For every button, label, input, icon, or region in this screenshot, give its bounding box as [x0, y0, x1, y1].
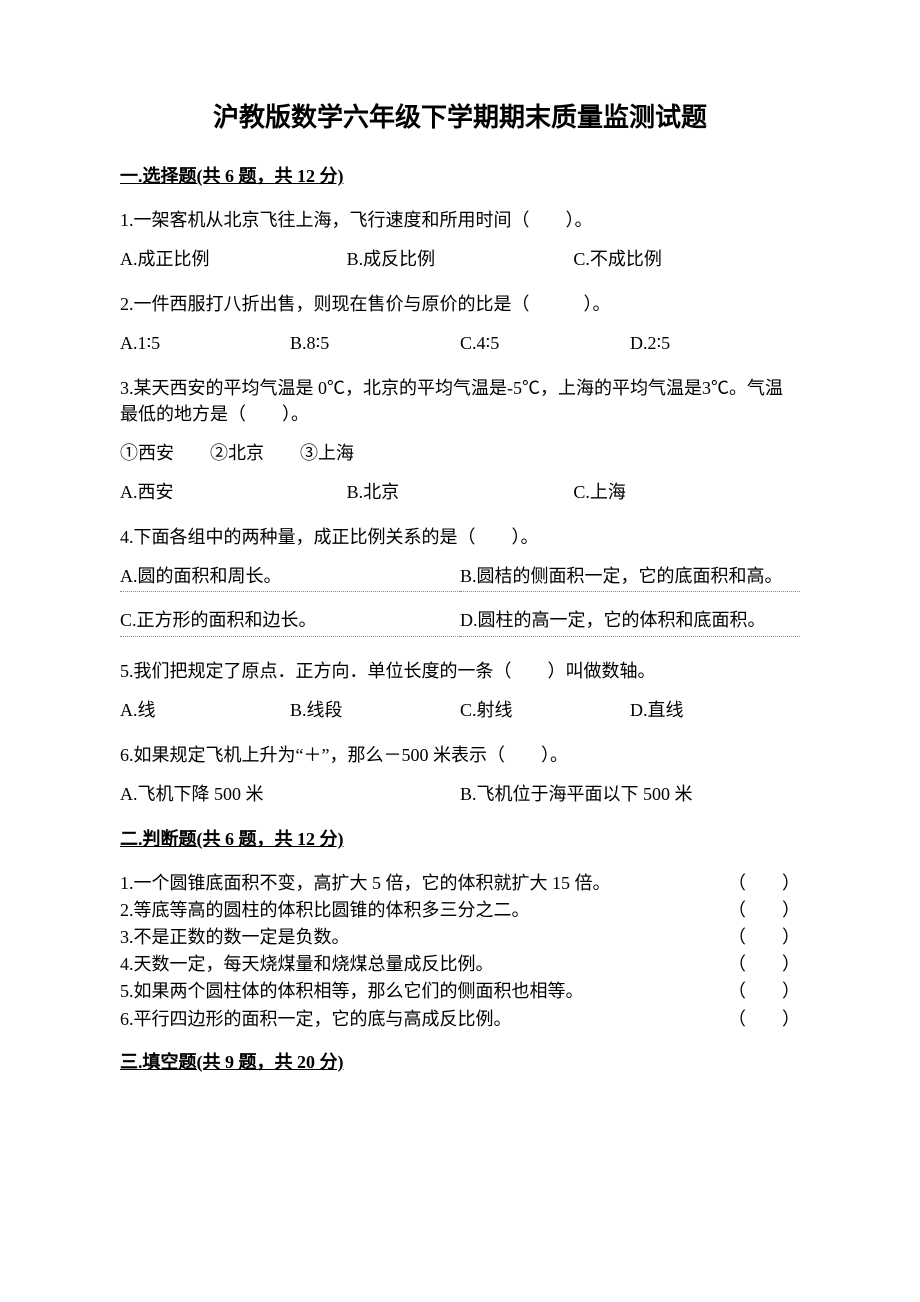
tf-4: 4.天数一定，每天烧煤量和烧煤总量成反比例。 （ ）: [120, 952, 800, 977]
question-5-options: A.线 B.线段 C.射线 D.直线: [120, 698, 800, 723]
tf-5-text: 5.如果两个圆柱体的体积相等，那么它们的侧面积也相等。: [120, 979, 584, 1004]
tf-6-text: 6.平行四边形的面积一定，它的底与高成反比例。: [120, 1007, 512, 1032]
section-1-header: 一.选择题(共 6 题，共 12 分): [120, 164, 800, 189]
tf-5-bracket: （ ）: [728, 979, 800, 1004]
question-4-options: A.圆的面积和周长。 B.圆桔的侧面积一定，它的底面积和高。 C.正方形的面积和…: [120, 550, 800, 638]
question-4: 4.下面各组中的两种量，成正比例关系的是（ ）。 A.圆的面积和周长。 B.圆桔…: [120, 525, 800, 639]
question-5-stem: 5.我们把规定了原点．正方向．单位长度的一条（ ）叫做数轴。: [120, 659, 800, 684]
question-3-subchoices: ①西安 ②北京 ③上海: [120, 441, 800, 466]
question-6-options: A.飞机下降 500 米 B.飞机位于海平面以下 500 米: [120, 782, 800, 807]
q3-option-a: A.西安: [120, 480, 347, 505]
q4-option-a: A.圆的面积和周长。: [120, 550, 460, 592]
tf-1-text: 1.一个圆锥底面积不变，高扩大 5 倍，它的体积就扩大 15 倍。: [120, 871, 611, 896]
q6-option-b: B.飞机位于海平面以下 500 米: [460, 782, 800, 807]
tf-1-bracket: （ ）: [728, 871, 800, 896]
tf-4-text: 4.天数一定，每天烧煤量和烧煤总量成反比例。: [120, 952, 494, 977]
tf-3-text: 3.不是正数的数一定是负数。: [120, 925, 350, 950]
tf-5: 5.如果两个圆柱体的体积相等，那么它们的侧面积也相等。 （ ）: [120, 979, 800, 1004]
q6-option-a: A.飞机下降 500 米: [120, 782, 460, 807]
tf-4-bracket: （ ）: [728, 952, 800, 977]
section-3-header: 三.填空题(共 9 题，共 20 分): [120, 1050, 800, 1075]
question-5: 5.我们把规定了原点．正方向．单位长度的一条（ ）叫做数轴。 A.线 B.线段 …: [120, 659, 800, 723]
q1-option-c: C.不成比例: [573, 247, 800, 272]
q4-option-d: D.圆柱的高一定，它的体积和底面积。: [460, 594, 800, 636]
tf-6: 6.平行四边形的面积一定，它的底与高成反比例。 （ ）: [120, 1007, 800, 1032]
q5-option-a: A.线: [120, 698, 290, 723]
true-false-block: 1.一个圆锥底面积不变，高扩大 5 倍，它的体积就扩大 15 倍。 （ ） 2.…: [120, 871, 800, 1032]
q5-option-c: C.射线: [460, 698, 630, 723]
question-4-stem: 4.下面各组中的两种量，成正比例关系的是（ ）。: [120, 525, 800, 550]
tf-6-bracket: （ ）: [728, 1007, 800, 1032]
q5-option-d: D.直线: [630, 698, 800, 723]
question-2-options: A.1∶5 B.8∶5 C.4∶5 D.2∶5: [120, 331, 800, 356]
question-1-options: A.成正比例 B.成反比例 C.不成比例: [120, 247, 800, 272]
tf-2-bracket: （ ）: [728, 898, 800, 923]
q2-option-b: B.8∶5: [290, 331, 460, 356]
q2-option-d: D.2∶5: [630, 331, 800, 356]
question-3: 3.某天西安的平均气温是 0℃，北京的平均气温是-5℃，上海的平均气温是3℃。气…: [120, 376, 800, 505]
question-1-stem: 1.一架客机从北京飞往上海，飞行速度和所用时间（ ）。: [120, 208, 800, 233]
q4-option-c: C.正方形的面积和边长。: [120, 594, 460, 636]
question-3-stem: 3.某天西安的平均气温是 0℃，北京的平均气温是-5℃，上海的平均气温是3℃。气…: [120, 376, 800, 426]
tf-1: 1.一个圆锥底面积不变，高扩大 5 倍，它的体积就扩大 15 倍。 （ ）: [120, 871, 800, 896]
question-1: 1.一架客机从北京飞往上海，飞行速度和所用时间（ ）。 A.成正比例 B.成反比…: [120, 208, 800, 272]
q2-option-c: C.4∶5: [460, 331, 630, 356]
section-2-header: 二.判断题(共 6 题，共 12 分): [120, 827, 800, 852]
q4-option-b: B.圆桔的侧面积一定，它的底面积和高。: [460, 550, 800, 592]
tf-2: 2.等底等高的圆柱的体积比圆锥的体积多三分之二。 （ ）: [120, 898, 800, 923]
q2-option-a: A.1∶5: [120, 331, 290, 356]
question-3-options: A.西安 B.北京 C.上海: [120, 480, 800, 505]
q1-option-b: B.成反比例: [347, 247, 574, 272]
q3-option-b: B.北京: [347, 480, 574, 505]
exam-page: 沪教版数学六年级下学期期末质量监测试题 一.选择题(共 6 题，共 12 分) …: [0, 0, 920, 1153]
q5-option-b: B.线段: [290, 698, 460, 723]
question-2-stem: 2.一件西服打八折出售，则现在售价与原价的比是（ ）。: [120, 292, 800, 317]
page-title: 沪教版数学六年级下学期期末质量监测试题: [120, 100, 800, 136]
tf-3: 3.不是正数的数一定是负数。 （ ）: [120, 925, 800, 950]
q1-option-a: A.成正比例: [120, 247, 347, 272]
question-6-stem: 6.如果规定飞机上升为“＋”，那么－500 米表示（ ）。: [120, 743, 800, 768]
q3-option-c: C.上海: [573, 480, 800, 505]
question-2: 2.一件西服打八折出售，则现在售价与原价的比是（ ）。 A.1∶5 B.8∶5 …: [120, 292, 800, 356]
tf-3-bracket: （ ）: [728, 925, 800, 950]
tf-2-text: 2.等底等高的圆柱的体积比圆锥的体积多三分之二。: [120, 898, 530, 923]
question-6: 6.如果规定飞机上升为“＋”，那么－500 米表示（ ）。 A.飞机下降 500…: [120, 743, 800, 807]
